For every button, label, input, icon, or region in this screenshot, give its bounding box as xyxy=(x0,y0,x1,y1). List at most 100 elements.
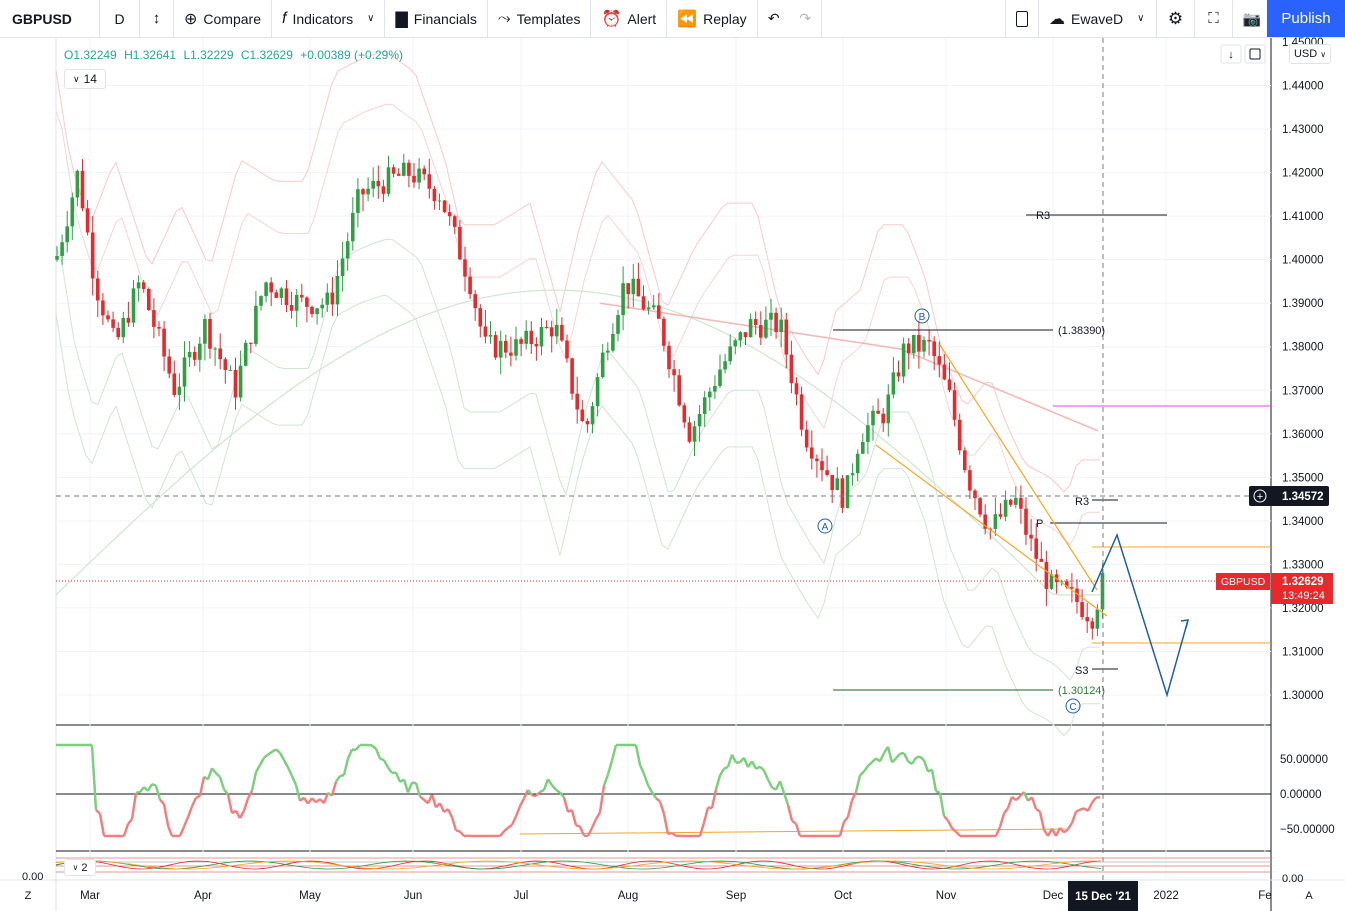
publish-button[interactable]: Publish xyxy=(1267,0,1345,37)
interval-button[interactable]: D xyxy=(100,0,140,37)
osc-line xyxy=(1006,796,1014,809)
snapshot-button[interactable]: 📷 xyxy=(1233,0,1271,37)
osc-line xyxy=(339,773,345,778)
candle-body xyxy=(590,406,595,425)
osc-line xyxy=(250,771,258,791)
zoom-button[interactable]: Z xyxy=(25,890,32,902)
candle-body xyxy=(529,330,534,345)
candle-body xyxy=(330,292,335,305)
price-tick: 1.30000 xyxy=(1282,690,1324,702)
add-alert-icon[interactable] xyxy=(1253,489,1267,503)
candle-body xyxy=(1085,617,1089,622)
osc-line xyxy=(211,767,217,774)
osc-line xyxy=(1038,811,1046,831)
auto-scale-button[interactable]: A xyxy=(1305,890,1313,902)
candle-body xyxy=(917,334,921,352)
scroll-down-button[interactable] xyxy=(1220,44,1242,64)
osc-line xyxy=(594,811,602,820)
osc-line xyxy=(334,775,342,783)
osc-line xyxy=(263,753,269,759)
osc-line xyxy=(951,827,957,833)
candle-body xyxy=(544,327,549,329)
maximize-pane-button[interactable] xyxy=(1244,44,1266,64)
candle-body xyxy=(187,352,192,358)
redo-button[interactable]: ↷ xyxy=(790,0,822,37)
indicator-legend-toggle[interactable]: ∨ 14 xyxy=(64,69,106,89)
candle-body xyxy=(126,317,131,323)
financials-button[interactable]: ▇ Financials xyxy=(385,0,488,37)
candle-body xyxy=(1008,499,1013,505)
price-axis[interactable]: 1.450001.440001.430001.420001.410001.400… xyxy=(1282,37,1324,702)
candle-body xyxy=(422,168,426,175)
fullscreen-button[interactable]: ⛶ xyxy=(1195,0,1233,37)
candle-body xyxy=(662,318,666,346)
pane-square-icon xyxy=(1249,48,1261,60)
templates-icon: ⤳ xyxy=(497,9,511,27)
indicator2-legend-toggle[interactable]: ∨ 2 xyxy=(64,859,96,876)
undo-button[interactable]: ↶ xyxy=(758,0,790,37)
drawings xyxy=(56,38,1271,880)
osc-line xyxy=(430,794,438,808)
price-tick: 1.43000 xyxy=(1282,124,1324,136)
osc-line xyxy=(730,754,738,764)
osc-line xyxy=(994,826,1002,837)
candle-body xyxy=(1003,499,1008,517)
r3-label: R3 xyxy=(1075,496,1089,508)
candle-body xyxy=(840,478,845,508)
symbol-tag xyxy=(1216,573,1270,590)
replay-button[interactable]: ⏪ Replay xyxy=(667,0,758,37)
osc-line xyxy=(642,773,650,786)
alert-button[interactable]: ⏰ Alert xyxy=(591,0,668,37)
osc-line xyxy=(195,794,201,799)
wave-c-circle xyxy=(1065,698,1081,714)
osc-line xyxy=(503,826,509,833)
candle-body xyxy=(473,294,477,309)
price-tick: 1.41000 xyxy=(1282,211,1324,223)
osc-line xyxy=(122,823,130,837)
candle-body xyxy=(478,308,483,327)
layout-menu-button[interactable]: ☁ EwaveD ∨ xyxy=(1039,0,1157,37)
osc-line xyxy=(859,770,865,777)
dmi-oscillator xyxy=(55,857,1271,873)
candle-body xyxy=(345,241,350,259)
candle-body xyxy=(815,458,819,462)
symbol-search[interactable]: GBPUSD xyxy=(0,0,100,37)
currency-selector[interactable]: USD ∨ xyxy=(1289,44,1331,64)
candle-body xyxy=(1044,561,1049,589)
candle-body xyxy=(294,294,299,311)
ohlc-close: C1.32629 xyxy=(240,48,293,62)
chart-type-button[interactable]: ↕ xyxy=(140,0,174,37)
ma-red xyxy=(599,302,1099,432)
fib-low-label: (1.30124) xyxy=(1058,685,1105,697)
templates-button[interactable]: ⤳ Templates xyxy=(488,0,592,37)
crosshair-price: 1.34572 xyxy=(1282,491,1324,503)
candle-body xyxy=(942,364,947,380)
candle-body xyxy=(631,278,636,295)
osc-line xyxy=(1059,827,1065,834)
cloud-icon: ☁ xyxy=(1049,10,1065,28)
osc-line xyxy=(135,790,141,795)
indicators-button[interactable]: f Indicators ∨ xyxy=(272,0,386,37)
fullscreen-layout-button[interactable] xyxy=(1005,0,1039,37)
chevron-down-icon: ∨ xyxy=(1320,49,1327,59)
time-axis[interactable]: Mar Apr May Jun Jul Aug Sep Oct Nov Dec 2022 Fe xyxy=(80,890,1272,902)
compare-button[interactable]: ⊕ Compare xyxy=(174,0,272,37)
candle-body xyxy=(218,348,222,360)
osc-line xyxy=(166,825,174,837)
candle-body xyxy=(789,354,794,384)
osc-line xyxy=(374,748,382,760)
candle-body xyxy=(687,422,692,442)
candle-body xyxy=(437,200,442,202)
candle-body xyxy=(412,175,416,183)
candle-body xyxy=(213,348,217,350)
osc-line xyxy=(759,765,765,772)
osc-line xyxy=(1015,795,1021,802)
candle-body xyxy=(534,344,539,347)
candle-body xyxy=(284,288,289,306)
osc-line xyxy=(862,765,870,773)
settings-button[interactable]: ⚙ xyxy=(1157,0,1195,37)
candle-body xyxy=(830,474,834,491)
candle-body xyxy=(198,343,202,360)
candle-body xyxy=(458,226,462,260)
